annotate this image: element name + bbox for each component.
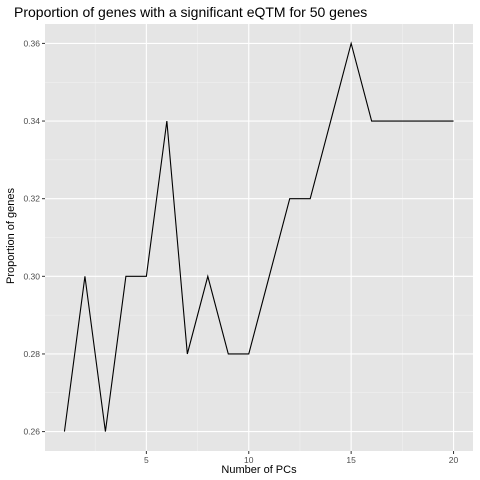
x-tick-label: 20 — [449, 455, 459, 465]
x-tick-label: 15 — [346, 455, 356, 465]
y-axis-label: Proportion of genes — [5, 187, 17, 284]
x-axis-ticks: 5 10 15 20 — [144, 451, 459, 465]
x-tick-label: 5 — [144, 455, 149, 465]
y-tick-label: 0.28 — [23, 349, 40, 359]
x-tick-label: 10 — [244, 455, 254, 465]
chart-title: Proportion of genes with a significant e… — [14, 4, 367, 20]
y-tick-label: 0.32 — [23, 194, 40, 204]
y-axis-ticks: 0.26 0.28 0.30 0.32 0.34 0.36 — [23, 38, 45, 437]
y-tick-label: 0.34 — [23, 116, 40, 126]
series-line — [63, 41, 454, 432]
y-tick-label: 0.30 — [23, 271, 40, 281]
x-axis-label: Number of PCs — [221, 464, 297, 476]
major-gridlines — [45, 24, 473, 451]
y-tick-label: 0.36 — [23, 38, 40, 48]
series-group — [63, 41, 454, 432]
y-tick-label: 0.26 — [23, 427, 40, 437]
